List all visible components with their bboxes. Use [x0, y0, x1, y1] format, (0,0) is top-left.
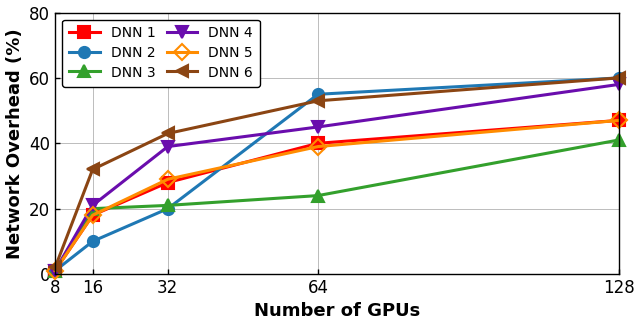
DNN 3 — [164, 203, 172, 207]
DNN 2 — [615, 76, 623, 80]
DNN 3 — [615, 138, 623, 142]
DNN 6 — [164, 131, 172, 135]
DNN 4 — [314, 125, 322, 129]
Line: DNN 5: DNN 5 — [49, 115, 624, 276]
DNN 2 — [51, 269, 59, 273]
Y-axis label: Network Overhead (%): Network Overhead (%) — [6, 28, 24, 259]
Line: DNN 6: DNN 6 — [49, 72, 624, 273]
Line: DNN 3: DNN 3 — [49, 134, 624, 276]
Line: DNN 1: DNN 1 — [49, 115, 624, 276]
DNN 4 — [89, 203, 97, 207]
DNN 3 — [51, 269, 59, 273]
DNN 2 — [164, 207, 172, 211]
DNN 4 — [51, 269, 59, 273]
DNN 5 — [314, 145, 322, 149]
DNN 5 — [51, 269, 59, 273]
DNN 5 — [89, 213, 97, 217]
DNN 1 — [89, 213, 97, 217]
DNN 4 — [164, 145, 172, 149]
DNN 6 — [89, 168, 97, 171]
Line: DNN 4: DNN 4 — [49, 78, 625, 277]
DNN 5 — [615, 118, 623, 122]
Legend: DNN 1, DNN 2, DNN 3, DNN 4, DNN 5, DNN 6: DNN 1, DNN 2, DNN 3, DNN 4, DNN 5, DNN 6 — [62, 20, 260, 86]
DNN 6 — [51, 266, 59, 270]
DNN 6 — [314, 99, 322, 103]
X-axis label: Number of GPUs: Number of GPUs — [253, 303, 420, 320]
DNN 4 — [615, 82, 623, 86]
DNN 2 — [89, 239, 97, 243]
DNN 3 — [314, 194, 322, 198]
DNN 1 — [314, 141, 322, 145]
Line: DNN 2: DNN 2 — [49, 72, 624, 276]
DNN 1 — [51, 269, 59, 273]
DNN 1 — [615, 118, 623, 122]
DNN 6 — [615, 76, 623, 80]
DNN 2 — [314, 92, 322, 96]
DNN 5 — [164, 177, 172, 181]
DNN 3 — [89, 207, 97, 211]
DNN 1 — [164, 181, 172, 185]
